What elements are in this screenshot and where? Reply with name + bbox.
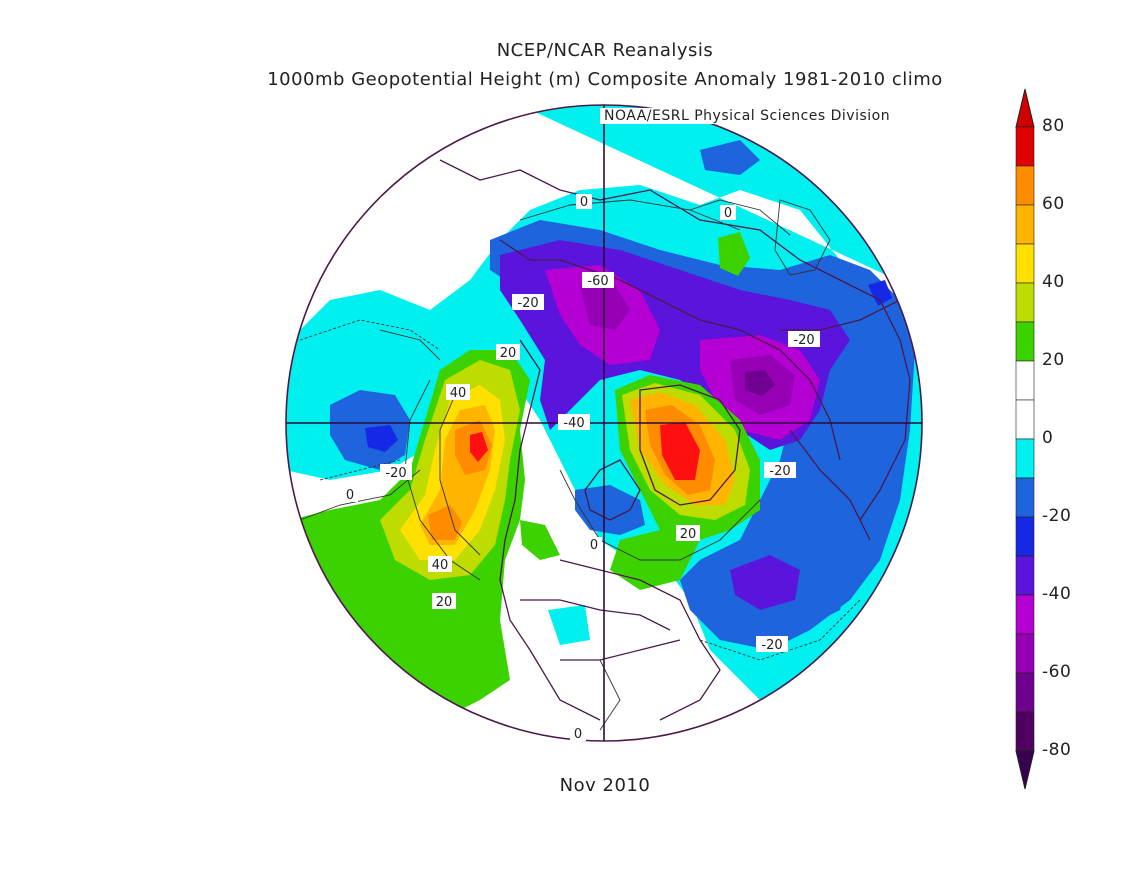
colorbar-tick-label: -20 [1042, 506, 1072, 526]
green-patch-alaska [520, 520, 560, 560]
svg-text:0: 0 [580, 195, 588, 210]
map-title: NCEP/NCAR Reanalysis [496, 40, 714, 61]
svg-text:-20: -20 [793, 333, 814, 348]
indigo-low-atlantic [730, 555, 800, 610]
colorbar-segment [1015, 165, 1035, 206]
colorbar-segment [1015, 516, 1035, 557]
contour-label: -40 [558, 414, 590, 431]
colorbar-segment [1015, 360, 1035, 401]
colorbar-tick-label: 0 [1042, 428, 1054, 448]
contour-label: -60 [582, 272, 614, 289]
blue-patch-top [700, 140, 760, 175]
svg-text:-20: -20 [769, 464, 790, 479]
contour-label: 0 [720, 205, 736, 221]
colorbar-tick-label: 40 [1042, 272, 1065, 292]
svg-text:-60: -60 [587, 274, 608, 289]
darkpurple-core-east [745, 370, 775, 396]
contour-label: 0 [586, 537, 602, 553]
colorbar-segment [1015, 711, 1035, 752]
svg-text:20: 20 [500, 346, 517, 361]
colorbar-tick-label: -40 [1042, 584, 1072, 604]
map-subtitle: 1000mb Geopotential Height (m) Composite… [267, 69, 943, 90]
contour-label: 0 [342, 487, 358, 503]
colorbar-tick-label: 60 [1042, 194, 1065, 214]
contour-label: 0 [570, 726, 586, 742]
purple-core-north [580, 285, 630, 330]
svg-text:-20: -20 [385, 466, 406, 481]
colorbar-segment [1015, 438, 1035, 479]
contour-label: 40 [446, 384, 470, 401]
colorbar-tick-label: 20 [1042, 350, 1065, 370]
darkblue-low-pacific [365, 425, 398, 452]
svg-text:0: 0 [590, 538, 598, 553]
red-core-pacific [470, 432, 488, 462]
blue-patch-canada [548, 605, 590, 645]
credit-label: NOAA/ESRL Physical Sciences Division [600, 108, 895, 124]
colorbar-segment [1015, 477, 1035, 518]
red-core-greenland [660, 422, 700, 480]
colorbar-segment [1015, 204, 1035, 245]
colorbar-arrow-top [1015, 88, 1035, 128]
svg-text:0: 0 [724, 206, 732, 221]
colorbar [1015, 88, 1035, 790]
colorbar-segment [1015, 243, 1035, 284]
svg-text:40: 40 [450, 386, 467, 401]
svg-text:20: 20 [436, 595, 453, 610]
contour-labels: 0 -60 -20 0 20 40 -40 -20 -20 0 20 0 40 … [342, 194, 820, 742]
colorbar-tick-label: -60 [1042, 662, 1072, 682]
contour-label: 20 [496, 344, 520, 361]
contour-lines [299, 199, 831, 731]
contour-label: 40 [428, 556, 452, 573]
colorbar-arrow-bottom [1015, 750, 1035, 790]
colorbar-segment [1015, 672, 1035, 713]
colorbar-segment [1015, 399, 1035, 440]
coastlines [439, 159, 911, 721]
contour-label: -20 [788, 331, 820, 348]
svg-text:-20: -20 [761, 638, 782, 653]
contour-label: -20 [764, 462, 796, 479]
svg-text:0: 0 [574, 727, 582, 742]
colorbar-segment [1015, 555, 1035, 596]
blue-pocket-pole [575, 485, 645, 535]
svg-text:40: 40 [432, 558, 449, 573]
green-patch-siberia [718, 232, 750, 276]
contour-label: 0 [576, 194, 592, 210]
colorbar-tick-label: 80 [1042, 116, 1065, 136]
contour-label: -20 [512, 294, 544, 311]
colorbar-segment [1015, 633, 1035, 674]
svg-text:-20: -20 [517, 296, 538, 311]
svg-text:20: 20 [680, 527, 697, 542]
date-label: Nov 2010 [559, 775, 651, 796]
colorbar-segment [1015, 126, 1035, 167]
contour-label: 20 [676, 525, 700, 542]
negative-contours [299, 319, 861, 661]
blue-patch-east [868, 280, 892, 306]
contour-label: -20 [756, 636, 788, 653]
contour-label: -20 [380, 464, 412, 481]
colorbar-segment [1015, 321, 1035, 362]
contour-label: 20 [432, 593, 456, 610]
orange-core-pacific-south [428, 505, 462, 540]
colorbar-segment [1015, 282, 1035, 323]
colorbar-tick-label: -80 [1042, 740, 1072, 760]
colorbar-segment [1015, 594, 1035, 635]
svg-text:-40: -40 [563, 416, 584, 431]
svg-text:0: 0 [346, 488, 354, 503]
